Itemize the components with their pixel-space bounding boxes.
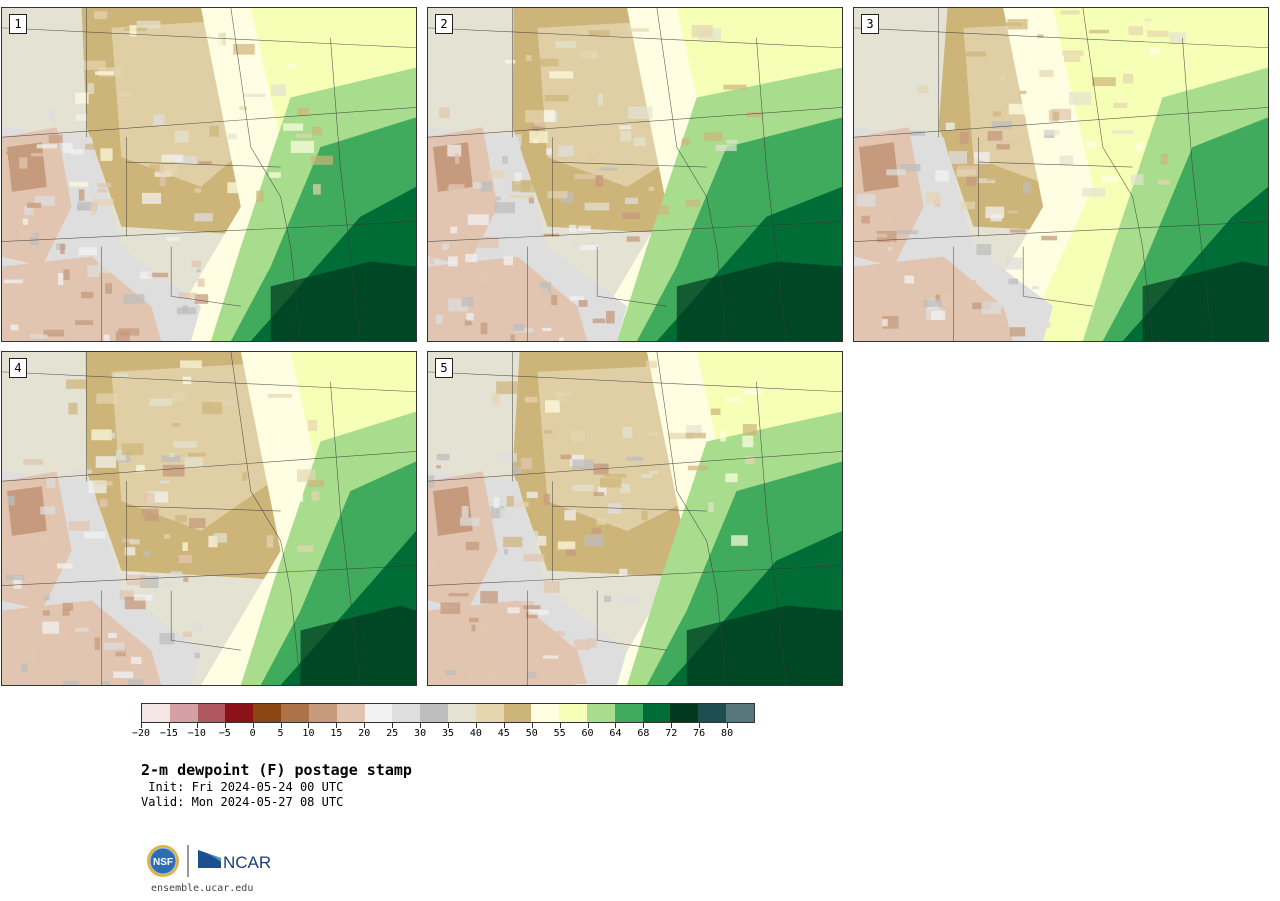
colorbar-tick-labels: −20 −15 −10 −5 0 5 10 15 20 25 30 35 40 45 50 55 60 64 68 7… xyxy=(132,723,755,739)
colorbar-tick-label: 68 xyxy=(637,728,650,739)
sponsor-logos: NSF NCAR xyxy=(145,842,275,880)
colorbar-swatch xyxy=(392,704,421,722)
figure-title: 2-m dewpoint (F) postage stamp xyxy=(141,761,412,779)
colorbar-tick xyxy=(699,723,701,728)
valid-time: Valid: Mon 2024-05-27 08 UTC xyxy=(141,795,344,809)
colorbar-swatch xyxy=(726,704,754,722)
svg-text:NCAR: NCAR xyxy=(223,853,271,872)
colorbar-tick-label: −15 xyxy=(159,728,178,739)
colorbar-tick xyxy=(587,723,589,728)
dewpoint-map-1 xyxy=(2,8,416,341)
postage-stamp-panel-2: 2 xyxy=(427,7,843,342)
ensemble-url: ensemble.ucar.edu xyxy=(151,883,254,894)
colorbar-tick xyxy=(559,723,561,728)
colorbar-swatch xyxy=(253,704,282,722)
colorbar-tick-label: 15 xyxy=(330,728,343,739)
colorbar-tick xyxy=(224,723,226,728)
colorbar-swatch xyxy=(642,704,671,722)
colorbar-swatch xyxy=(420,704,448,722)
colorbar-tick-label: 30 xyxy=(414,728,427,739)
postage-stamp-panel-1: 1 xyxy=(1,7,417,342)
colorbar-tick xyxy=(141,723,142,728)
colorbar-tick-label: 60 xyxy=(581,728,594,739)
colorbar-tick xyxy=(280,723,282,728)
colorbar-swatch xyxy=(587,704,615,722)
colorbar-tick-label: 35 xyxy=(441,728,455,739)
postage-stamp-panel-5: 5 xyxy=(427,351,843,686)
colorbar-tick xyxy=(615,723,617,728)
colorbar-swatch xyxy=(225,704,254,722)
colorbar-tick xyxy=(392,723,394,728)
panel-number-label: 2 xyxy=(435,14,453,34)
postage-stamp-panel-4: 4 xyxy=(1,351,417,686)
svg-text:NSF: NSF xyxy=(153,857,173,868)
dewpoint-map-2 xyxy=(428,8,842,341)
colorbar-swatch xyxy=(169,704,198,722)
colorbar-tick xyxy=(420,723,422,728)
colorbar-tick-label: 5 xyxy=(277,728,284,739)
colorbar-swatch xyxy=(670,704,699,722)
colorbar-swatch xyxy=(336,704,365,722)
colorbar-tick-label: −5 xyxy=(218,728,231,739)
colorbar-tick-label: 76 xyxy=(693,728,706,739)
colorbar-tick-label: 64 xyxy=(609,728,622,739)
colorbar-swatch xyxy=(503,704,532,722)
nsf-logo: NSF xyxy=(147,845,179,877)
colorbar-tick xyxy=(503,723,505,728)
init-time: Init: Fri 2024-05-24 00 UTC xyxy=(141,780,344,794)
colorbar-tick-label: −10 xyxy=(187,728,206,739)
panel-number-label: 1 xyxy=(9,14,27,34)
colorbar-tick xyxy=(671,723,673,728)
panel-number-label: 4 xyxy=(9,358,27,378)
colorbar-tick xyxy=(252,723,254,728)
colorbar-swatch xyxy=(197,704,226,722)
postage-stamp-panel-3: 3 xyxy=(853,7,1269,342)
colorbar-swatch xyxy=(447,704,476,722)
colorbar-swatch xyxy=(308,704,337,722)
colorbar-tick xyxy=(308,723,310,728)
colorbar-tick-label: 10 xyxy=(302,728,315,739)
colorbar-tick xyxy=(448,723,449,728)
colorbar-swatch xyxy=(364,704,393,722)
colorbar-swatch xyxy=(531,704,560,722)
colorbar-tick xyxy=(727,723,729,728)
colorbar-swatch xyxy=(475,704,504,722)
colorbar-tick xyxy=(336,723,338,728)
dewpoint-map-5 xyxy=(428,352,842,685)
colorbar-tick-label: −20 xyxy=(131,728,151,739)
colorbar-tick-label: 20 xyxy=(358,728,371,739)
colorbar-tick-label: 40 xyxy=(469,728,482,739)
panel-number-label: 5 xyxy=(435,358,453,378)
colorbar-tick-label: 45 xyxy=(497,728,510,739)
panel-number-label: 3 xyxy=(861,14,879,34)
colorbar-tick-label: 55 xyxy=(553,728,566,739)
ncar-logo: NCAR xyxy=(198,850,271,872)
colorbar-swatch xyxy=(614,704,643,722)
colorbar-tick xyxy=(643,723,645,728)
colorbar-tick-label: 0 xyxy=(249,728,256,739)
dewpoint-map-4 xyxy=(2,352,416,685)
colorbar-tick-label: 25 xyxy=(386,728,399,739)
colorbar-swatch xyxy=(698,704,727,722)
colorbar-tick xyxy=(531,723,533,728)
colorbar-swatch xyxy=(559,704,587,722)
dewpoint-map-3 xyxy=(854,8,1268,341)
colorbar-swatch xyxy=(281,704,309,722)
dewpoint-colorbar xyxy=(141,703,755,723)
colorbar-tick xyxy=(364,723,366,728)
colorbar-tick xyxy=(475,723,477,728)
colorbar-tick xyxy=(168,723,170,728)
colorbar-tick-label: 50 xyxy=(525,728,538,739)
colorbar-tick xyxy=(196,723,198,728)
colorbar-swatch xyxy=(142,704,170,722)
colorbar-tick-label: 72 xyxy=(665,728,678,739)
colorbar-tick-label: 80 xyxy=(721,728,734,739)
